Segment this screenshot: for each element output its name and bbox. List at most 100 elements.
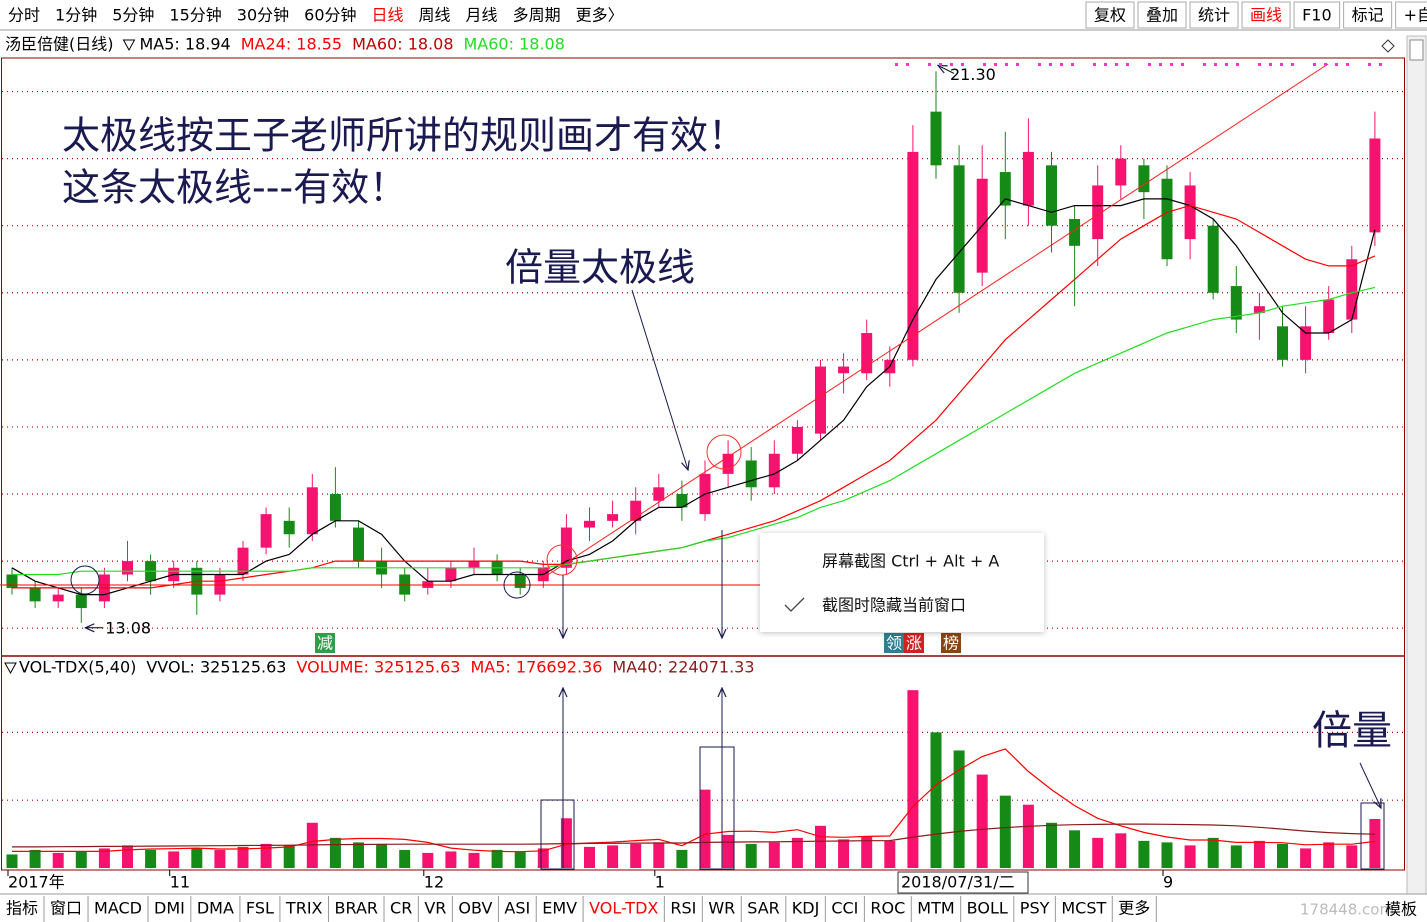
tab[interactable]: OBV: [458, 899, 492, 918]
diamond-icon[interactable]: [1381, 39, 1395, 53]
menu-item[interactable]: 截图时隐藏当前窗口: [822, 596, 966, 615]
tool-button[interactable]: F10: [1293, 1, 1341, 29]
candle-body: [1277, 326, 1288, 360]
period-button[interactable]: 月线: [466, 6, 498, 25]
volume-bar: [1069, 830, 1081, 868]
tool-button[interactable]: 复权: [1085, 1, 1135, 29]
volume-bar: [214, 849, 226, 868]
period-button[interactable]: 60分钟: [304, 6, 356, 25]
tab[interactable]: BOLL: [967, 899, 1008, 918]
tool-button[interactable]: +自: [1395, 1, 1427, 29]
tab[interactable]: 指标: [6, 899, 38, 918]
tab[interactable]: CR: [390, 899, 412, 918]
period-button[interactable]: 30分钟: [237, 6, 289, 25]
candle-body: [953, 165, 965, 293]
scrollbar[interactable]: [1406, 35, 1427, 895]
tool-button[interactable]: 标记: [1343, 1, 1393, 29]
period-button[interactable]: 5分钟: [112, 6, 154, 25]
tab[interactable]: VOL-TDX: [589, 899, 658, 918]
dot: [1324, 63, 1327, 66]
tab[interactable]: 模板: [1385, 900, 1417, 919]
box-mark: [699, 746, 735, 870]
period-button[interactable]: 分时: [8, 6, 40, 25]
x-tick-label: 11: [170, 873, 190, 892]
candle-body: [861, 333, 873, 374]
volume-bar: [1253, 840, 1265, 868]
tab[interactable]: DMA: [197, 899, 234, 918]
candle: [838, 353, 850, 394]
tab[interactable]: DMI: [154, 899, 185, 918]
volume-bar: [838, 839, 850, 868]
tab[interactable]: BRAR: [335, 899, 379, 918]
toolbar-items: 分时 1分钟 5分钟 15分钟 30分钟 60分钟 日线 周线 月线 多周期 更多〉 复权 叠加 统计 画线…: [8, 1, 1427, 29]
candle-body: [815, 366, 826, 434]
indicator-tabs: 指标 窗口 MACD DMI DMA FSL TRIX BRAR CR VR OBV ASI EMV VO…: [6, 896, 1157, 922]
tab[interactable]: MCST: [1061, 899, 1106, 918]
period-button[interactable]: 周线: [419, 6, 451, 25]
dot: [1049, 63, 1052, 66]
x-tick-label: 12: [424, 873, 444, 892]
dot: [983, 63, 986, 66]
volume-bar: [191, 848, 203, 868]
tab[interactable]: 更多: [1118, 899, 1150, 918]
tab[interactable]: SAR: [747, 899, 780, 918]
candle: [6, 567, 18, 595]
dot: [1093, 63, 1096, 66]
period-button[interactable]: 1分钟: [55, 6, 97, 25]
tab[interactable]: ASI: [504, 899, 530, 918]
dot: [1368, 63, 1371, 66]
tool-button[interactable]: 画线: [1241, 1, 1291, 29]
dot: [1258, 63, 1261, 66]
collapse-icon[interactable]: [4, 662, 17, 675]
candle-body: [1022, 151, 1034, 206]
tab[interactable]: ROC: [870, 899, 905, 918]
menu-item[interactable]: 屏幕截图 Ctrl + Alt + A: [822, 552, 999, 571]
tab[interactable]: KDJ: [792, 899, 820, 918]
candle: [191, 561, 203, 615]
tool-button[interactable]: 统计: [1189, 1, 1239, 29]
collapse-icon[interactable]: [122, 39, 136, 52]
candle-body: [283, 520, 295, 535]
candle-body: [1323, 299, 1335, 334]
chart-frame: [1, 57, 1405, 871]
tool-button-label: 复权: [1094, 6, 1126, 25]
volume-bar: [1300, 848, 1312, 868]
tab[interactable]: TRIX: [285, 899, 323, 918]
tab[interactable]: CCI: [831, 899, 858, 918]
dot: [950, 63, 953, 66]
tab[interactable]: WR: [708, 899, 735, 918]
tab[interactable]: EMV: [542, 899, 577, 918]
tab[interactable]: MACD: [94, 899, 142, 918]
candle: [445, 561, 457, 588]
candle-body: [630, 500, 642, 521]
volume-bar: [1115, 833, 1127, 868]
period-button[interactable]: 15分钟: [169, 6, 221, 25]
dot: [1313, 63, 1316, 66]
signal-badge: [315, 633, 335, 653]
candle: [630, 487, 642, 535]
ma-line: [12, 286, 1376, 576]
tab[interactable]: FSL: [246, 899, 274, 918]
tool-button-label: F10: [1302, 6, 1332, 25]
period-button[interactable]: 更多〉: [576, 6, 624, 25]
candle: [976, 145, 988, 287]
dot: [1236, 63, 1239, 66]
scroll-thumb[interactable]: [1409, 39, 1424, 61]
period-button[interactable]: 多周期: [513, 6, 561, 25]
period-button[interactable]: 日线: [372, 6, 404, 25]
cursor-date: 2018/07/31/二: [901, 873, 1015, 892]
volume-bar: [930, 732, 942, 868]
tab[interactable]: MTM: [917, 899, 954, 918]
tool-button[interactable]: 叠加: [1137, 1, 1187, 29]
tab[interactable]: RSI: [670, 899, 696, 918]
candle-body: [607, 514, 619, 521]
volume-bar: [52, 852, 64, 868]
tab[interactable]: 窗口: [50, 899, 82, 918]
taiji-line: [539, 63, 1329, 581]
volume-bar: [537, 848, 549, 868]
tool-button-label: 统计: [1198, 6, 1230, 25]
tab[interactable]: PSY: [1020, 899, 1050, 918]
candle: [861, 319, 873, 380]
tab[interactable]: VR: [424, 899, 446, 918]
volume-bar: [1207, 837, 1219, 868]
